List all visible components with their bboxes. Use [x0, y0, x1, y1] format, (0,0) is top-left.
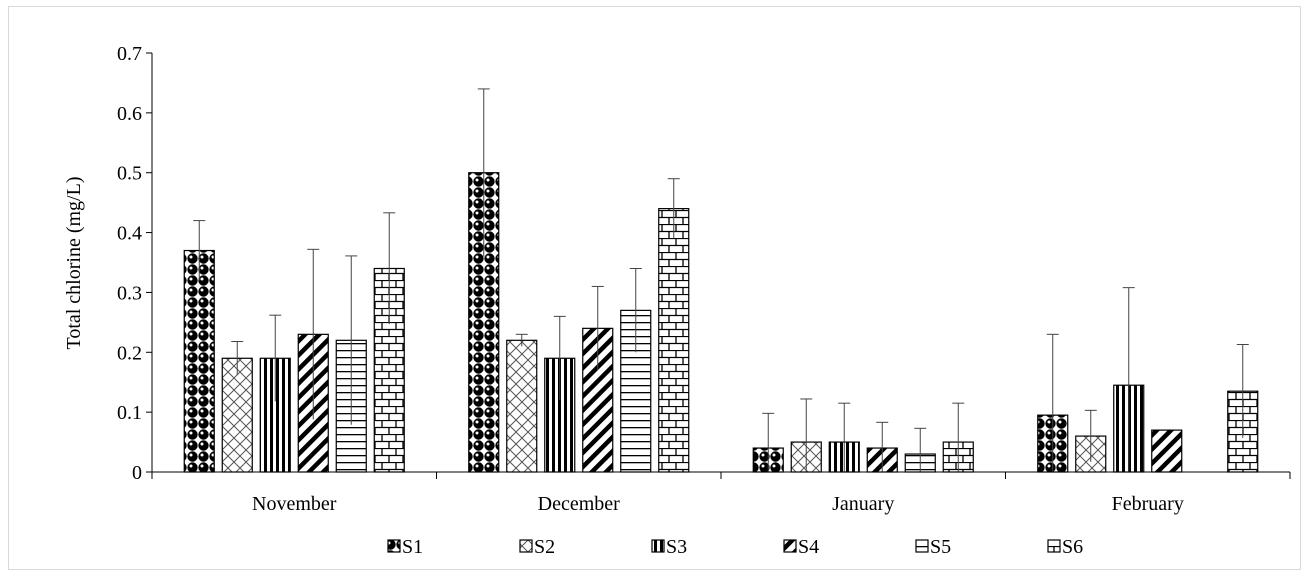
error-bars-layer [193, 88, 1249, 472]
legend-label-s2: S2 [534, 536, 555, 558]
bars-layer [183, 172, 1259, 473]
y-tick-label: 0.6 [117, 103, 142, 125]
y-tick-label: 0.3 [117, 282, 142, 304]
y-tick-label: 0.1 [117, 402, 142, 424]
x-category-label: January [832, 493, 894, 515]
legend-label-s3: S3 [666, 536, 687, 558]
bar-s2 [221, 357, 253, 473]
bar-s2 [506, 339, 538, 473]
legend-swatch-s3 [651, 539, 665, 553]
y-tick-label: 0.2 [117, 342, 142, 364]
legend-label-s6: S6 [1062, 536, 1083, 558]
chart-frame [8, 6, 1301, 570]
legend-label-s5: S5 [930, 536, 951, 558]
y-tick-label: 0 [132, 462, 142, 484]
bar-s6 [658, 208, 690, 473]
legend-swatch-s5 [915, 539, 929, 553]
bar-s1 [183, 249, 215, 473]
bar-s4 [1151, 429, 1183, 473]
y-tick-label: 0.4 [117, 223, 142, 245]
axes: 0 0.1 0.2 0.3 0.4 0.5 0.6 0.7 November December Ja… [117, 43, 1291, 515]
legend-swatch-s1 [387, 539, 401, 553]
legend-swatch-s2 [519, 539, 533, 553]
legend-swatch-s6 [1047, 539, 1061, 553]
x-category-label: December [538, 493, 621, 515]
legend: S1 S2 S3 S4 S5 S6 [387, 536, 1083, 558]
legend-swatch-s4 [783, 539, 797, 553]
y-tick-label: 0.7 [117, 43, 142, 65]
y-tick-label: 0.5 [117, 163, 142, 185]
x-category-label: November [252, 493, 337, 515]
x-category-label: February [1112, 493, 1184, 515]
legend-label-s4: S4 [798, 536, 819, 558]
legend-label-s1: S1 [402, 536, 423, 558]
y-axis-label: Total chlorine (mg/L) [63, 177, 85, 350]
